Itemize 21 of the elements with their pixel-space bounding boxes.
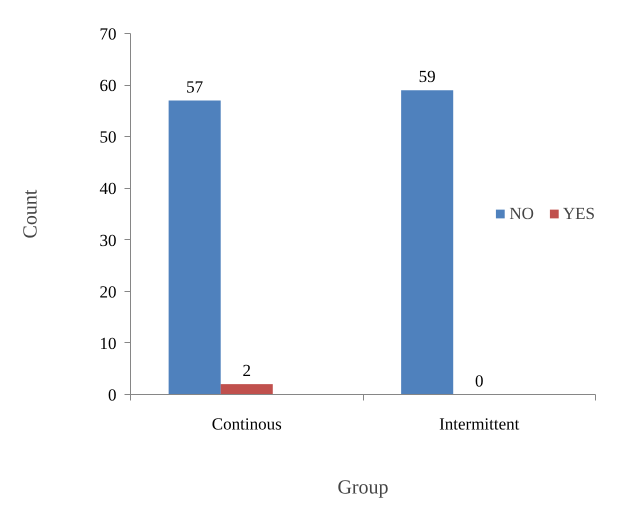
y-tick-label: 70	[100, 24, 116, 44]
y-tick-label: 50	[100, 128, 116, 147]
y-axis-title: Count	[20, 189, 42, 238]
x-tick-label: Continous	[212, 414, 282, 434]
y-tick-label: 20	[100, 282, 116, 302]
y-tick-label: 30	[100, 230, 116, 250]
bar	[401, 90, 454, 394]
y-tick-label: 10	[100, 334, 116, 353]
data-label: 2	[242, 361, 251, 380]
bar	[168, 100, 221, 394]
data-label: 59	[418, 67, 436, 86]
data-label: 57	[186, 78, 204, 97]
x-axis-title: Group	[337, 476, 389, 498]
bar	[220, 384, 273, 394]
data-label: 0	[475, 372, 484, 390]
legend-label: YES	[562, 204, 595, 224]
y-tick-label: 40	[100, 179, 116, 198]
x-tick-label: Intermittent	[439, 414, 520, 434]
y-tick-label: 0	[108, 386, 116, 404]
y-tick-label: 60	[100, 76, 116, 96]
legend-label: NO	[509, 204, 534, 224]
